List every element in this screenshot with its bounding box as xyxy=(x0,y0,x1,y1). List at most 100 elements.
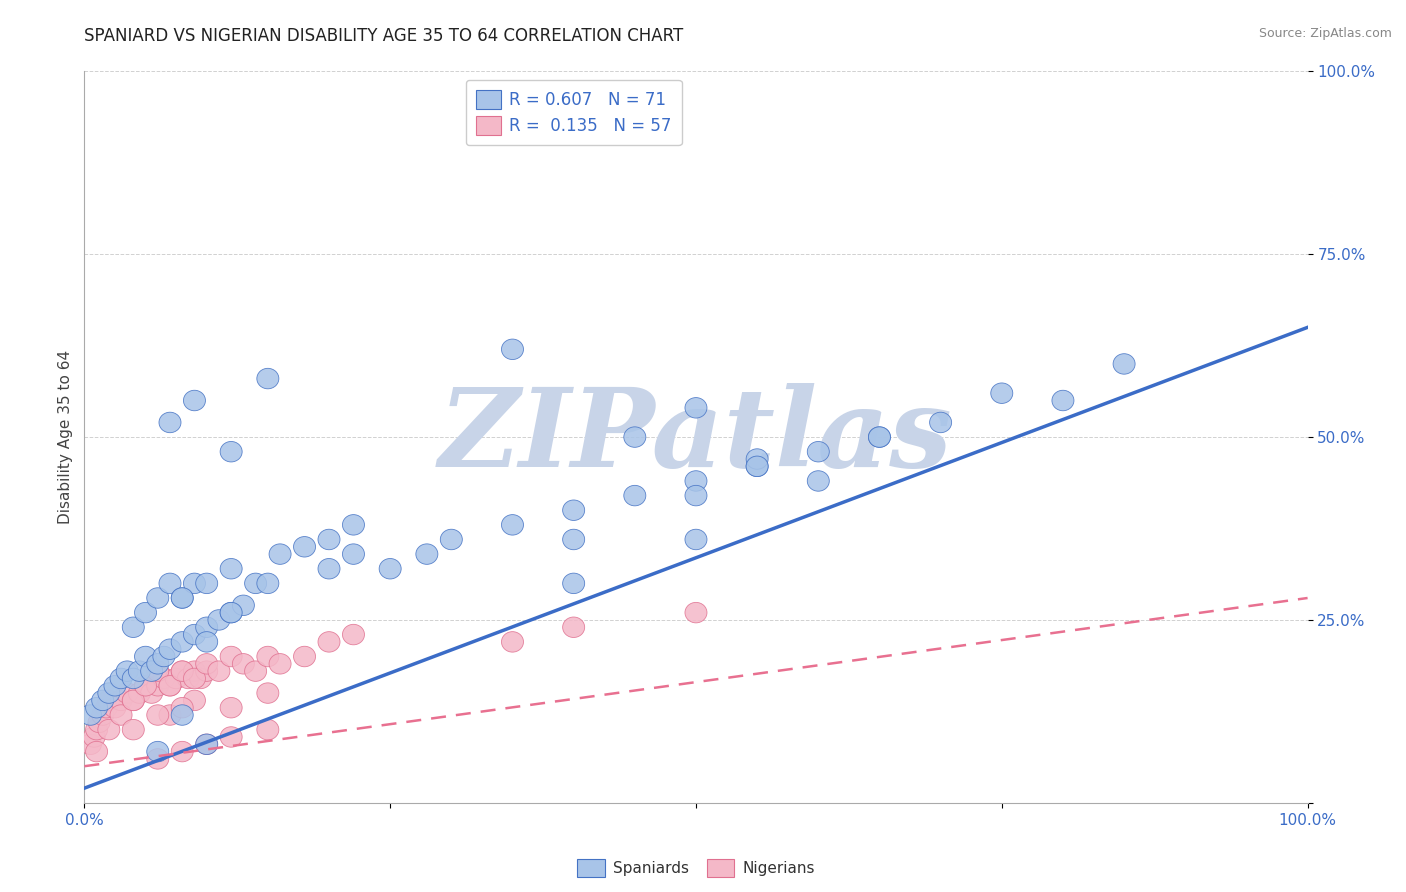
Ellipse shape xyxy=(747,456,768,476)
Ellipse shape xyxy=(172,705,193,725)
Ellipse shape xyxy=(195,654,218,674)
Ellipse shape xyxy=(221,602,242,623)
Ellipse shape xyxy=(747,449,768,469)
Ellipse shape xyxy=(190,668,211,689)
Ellipse shape xyxy=(343,544,364,565)
Ellipse shape xyxy=(172,741,193,762)
Ellipse shape xyxy=(807,471,830,491)
Ellipse shape xyxy=(141,683,163,703)
Ellipse shape xyxy=(172,661,193,681)
Ellipse shape xyxy=(183,661,205,681)
Ellipse shape xyxy=(122,668,145,689)
Ellipse shape xyxy=(122,617,145,638)
Ellipse shape xyxy=(869,427,890,447)
Ellipse shape xyxy=(807,442,830,462)
Ellipse shape xyxy=(135,602,156,623)
Ellipse shape xyxy=(502,339,523,359)
Ellipse shape xyxy=(80,734,101,755)
Ellipse shape xyxy=(440,529,463,549)
Ellipse shape xyxy=(135,675,156,696)
Ellipse shape xyxy=(245,574,267,593)
Legend: Spaniards, Nigerians: Spaniards, Nigerians xyxy=(571,853,821,883)
Ellipse shape xyxy=(183,391,205,410)
Ellipse shape xyxy=(86,720,108,739)
Text: ZIPatlas: ZIPatlas xyxy=(439,384,953,491)
Ellipse shape xyxy=(183,624,205,645)
Ellipse shape xyxy=(122,720,145,739)
Ellipse shape xyxy=(747,456,768,476)
Ellipse shape xyxy=(183,690,205,711)
Ellipse shape xyxy=(159,639,181,659)
Ellipse shape xyxy=(562,617,585,638)
Ellipse shape xyxy=(91,690,114,711)
Ellipse shape xyxy=(869,427,890,447)
Ellipse shape xyxy=(685,529,707,549)
Ellipse shape xyxy=(159,675,181,696)
Ellipse shape xyxy=(146,748,169,769)
Ellipse shape xyxy=(141,661,163,681)
Ellipse shape xyxy=(135,647,156,666)
Y-axis label: Disability Age 35 to 64: Disability Age 35 to 64 xyxy=(58,350,73,524)
Ellipse shape xyxy=(1114,354,1135,374)
Ellipse shape xyxy=(96,698,117,718)
Ellipse shape xyxy=(146,705,169,725)
Ellipse shape xyxy=(83,727,105,747)
Ellipse shape xyxy=(172,588,193,608)
Ellipse shape xyxy=(159,412,181,433)
Ellipse shape xyxy=(257,683,278,703)
Ellipse shape xyxy=(318,632,340,652)
Text: Source: ZipAtlas.com: Source: ZipAtlas.com xyxy=(1258,27,1392,40)
Ellipse shape xyxy=(257,720,278,739)
Ellipse shape xyxy=(80,705,101,725)
Ellipse shape xyxy=(562,574,585,593)
Ellipse shape xyxy=(86,741,108,762)
Ellipse shape xyxy=(624,427,645,447)
Ellipse shape xyxy=(98,690,120,711)
Ellipse shape xyxy=(98,683,120,703)
Ellipse shape xyxy=(257,647,278,666)
Ellipse shape xyxy=(221,558,242,579)
Ellipse shape xyxy=(104,698,127,718)
Ellipse shape xyxy=(104,675,127,696)
Ellipse shape xyxy=(318,529,340,549)
Ellipse shape xyxy=(269,654,291,674)
Ellipse shape xyxy=(146,675,169,696)
Ellipse shape xyxy=(159,574,181,593)
Ellipse shape xyxy=(177,668,200,689)
Ellipse shape xyxy=(172,632,193,652)
Ellipse shape xyxy=(624,485,645,506)
Ellipse shape xyxy=(146,741,169,762)
Ellipse shape xyxy=(208,661,231,681)
Ellipse shape xyxy=(343,515,364,535)
Ellipse shape xyxy=(146,654,169,674)
Ellipse shape xyxy=(416,544,437,565)
Ellipse shape xyxy=(929,412,952,433)
Ellipse shape xyxy=(172,661,193,681)
Ellipse shape xyxy=(502,632,523,652)
Ellipse shape xyxy=(86,698,108,718)
Ellipse shape xyxy=(257,574,278,593)
Ellipse shape xyxy=(117,661,138,681)
Ellipse shape xyxy=(221,698,242,718)
Ellipse shape xyxy=(294,647,315,666)
Ellipse shape xyxy=(195,734,218,755)
Ellipse shape xyxy=(343,624,364,645)
Ellipse shape xyxy=(257,368,278,389)
Ellipse shape xyxy=(159,705,181,725)
Ellipse shape xyxy=(159,675,181,696)
Ellipse shape xyxy=(122,690,145,711)
Ellipse shape xyxy=(208,610,231,630)
Ellipse shape xyxy=(195,617,218,638)
Ellipse shape xyxy=(245,661,267,681)
Ellipse shape xyxy=(685,485,707,506)
Ellipse shape xyxy=(221,602,242,623)
Ellipse shape xyxy=(122,690,145,711)
Ellipse shape xyxy=(195,632,218,652)
Ellipse shape xyxy=(146,588,169,608)
Ellipse shape xyxy=(562,500,585,520)
Ellipse shape xyxy=(165,668,187,689)
Ellipse shape xyxy=(146,661,169,681)
Ellipse shape xyxy=(221,442,242,462)
Ellipse shape xyxy=(183,574,205,593)
Ellipse shape xyxy=(135,675,156,696)
